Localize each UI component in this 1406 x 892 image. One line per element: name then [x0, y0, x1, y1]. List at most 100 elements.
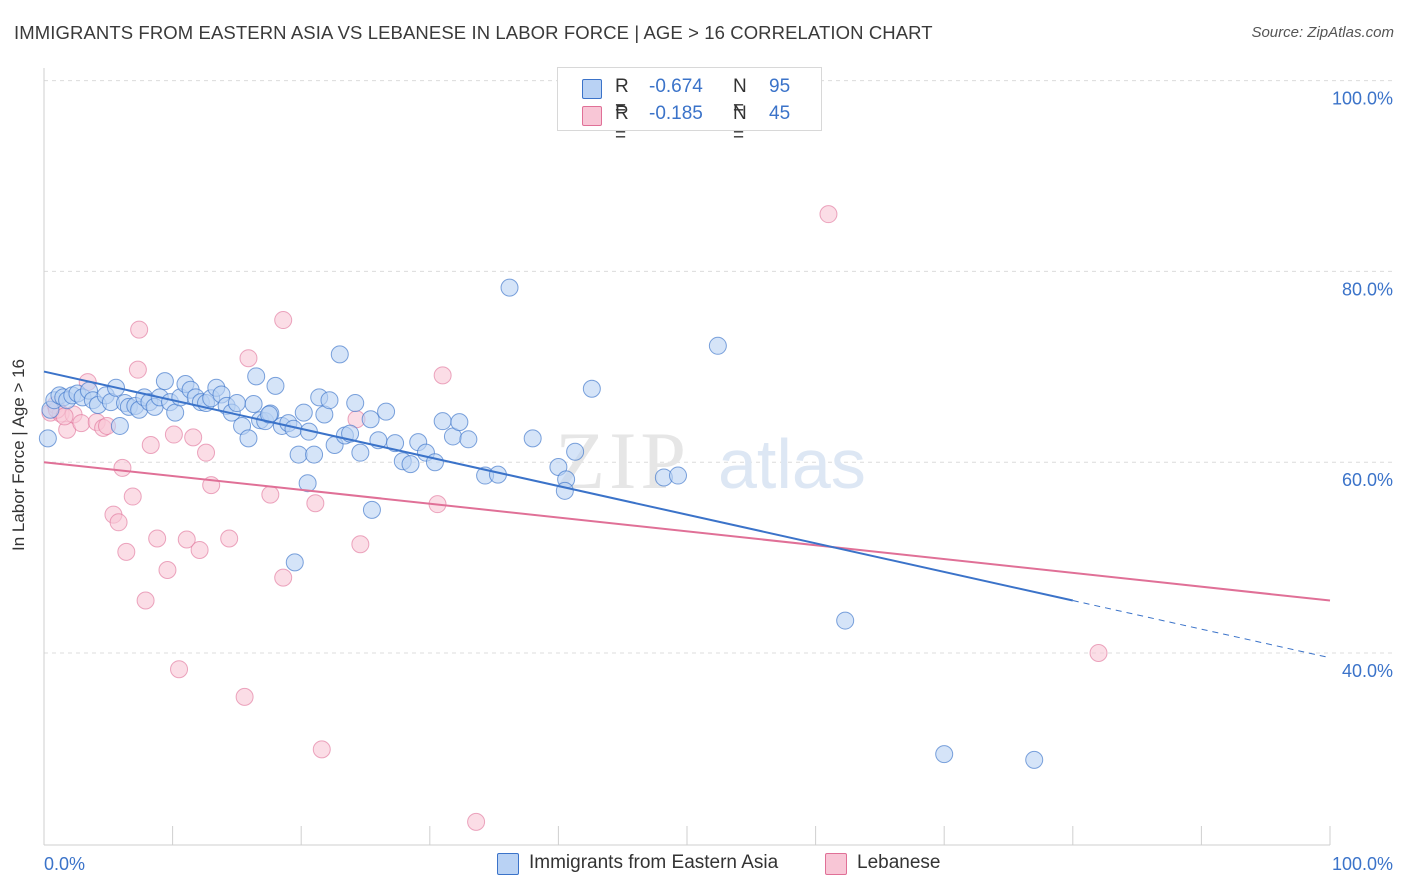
legend-n-label: N =	[733, 76, 747, 119]
eastern-asia-point	[239, 429, 258, 448]
eastern-asia-point	[110, 416, 129, 435]
legend-swatch-blue	[582, 79, 602, 99]
bottom-legend-swatch-blue	[497, 853, 519, 875]
lebanese-point	[113, 458, 132, 477]
eastern-asia-point	[555, 481, 574, 500]
lebanese-point	[177, 530, 196, 549]
eastern-asia-point	[836, 611, 855, 630]
eastern-asia-point	[1025, 750, 1044, 769]
x-tick-label: 100.0%	[1332, 854, 1393, 874]
bottom-legend-swatch-pink	[825, 853, 847, 875]
bottom-legend-label: Immigrants from Eastern Asia	[529, 852, 779, 873]
eastern-asia-point	[566, 442, 585, 461]
eastern-asia-point	[247, 367, 266, 386]
eastern-asia-point	[459, 430, 478, 449]
eastern-asia-trend-extension	[1072, 600, 1331, 659]
eastern-asia-point	[361, 410, 380, 429]
lebanese-point	[261, 485, 280, 504]
legend-swatch-pink	[582, 106, 602, 126]
lebanese-point	[72, 414, 91, 433]
lebanese-point	[158, 561, 177, 580]
eastern-asia-point	[346, 394, 365, 413]
lebanese-point	[220, 529, 239, 548]
lebanese-point	[141, 436, 160, 455]
lebanese-point	[184, 428, 203, 447]
legend-n-label: N =	[733, 103, 747, 146]
lebanese-point	[433, 366, 452, 385]
lebanese-point	[190, 540, 209, 559]
eastern-asia-point	[386, 434, 405, 453]
eastern-asia-trend-line	[43, 370, 1074, 602]
x-tick-label: 0.0%	[44, 854, 85, 874]
lebanese-point	[351, 535, 370, 554]
eastern-asia-point	[401, 455, 420, 474]
legend-r-value: -0.674	[649, 76, 703, 97]
lebanese-point	[819, 205, 838, 224]
lebanese-point	[467, 812, 486, 831]
eastern-asia-point	[450, 413, 469, 432]
legend-r-label: R =	[615, 103, 629, 146]
eastern-asia-point	[266, 376, 285, 395]
eastern-asia-point	[351, 443, 370, 462]
eastern-asia-point	[260, 405, 279, 424]
legend-r-label: R =	[615, 76, 629, 119]
lebanese-point	[197, 443, 216, 462]
eastern-asia-point	[935, 745, 954, 764]
lebanese-points	[41, 205, 1108, 831]
lebanese-point	[117, 542, 136, 561]
eastern-asia-point	[285, 553, 304, 572]
lebanese-trend-line	[43, 461, 1331, 602]
lebanese-point	[306, 494, 325, 513]
tick-labels: 40.0% 60.0% 80.0% 100.0% 0.0% 100.0%	[44, 89, 1393, 874]
lebanese-point	[164, 425, 183, 444]
eastern-asia-point	[38, 429, 57, 448]
bottom-legend-label: Lebanese	[857, 852, 941, 873]
axes	[43, 68, 1331, 846]
y-tick-label: 80.0%	[1342, 279, 1393, 299]
correlation-legend: R = -0.674 N = 95 R = -0.185 N = 45	[557, 67, 822, 146]
y-tick-label: 60.0%	[1342, 470, 1393, 490]
lebanese-point	[128, 360, 147, 379]
eastern-asia-point	[294, 403, 313, 422]
legend-r-value: -0.185	[649, 103, 703, 124]
eastern-asia-point	[330, 345, 349, 364]
lebanese-point	[136, 591, 155, 610]
legend-n-value: 45	[769, 103, 791, 124]
eastern-asia-point	[298, 474, 317, 493]
lebanese-point	[130, 320, 149, 339]
watermark: ZIP atlas	[555, 415, 866, 506]
trend-lines	[43, 370, 1331, 659]
eastern-asia-point	[227, 394, 246, 413]
legend-n-value: 95	[769, 76, 791, 97]
eastern-asia-point	[582, 379, 601, 398]
eastern-asia-point	[433, 412, 452, 431]
lebanese-point	[274, 568, 293, 587]
lebanese-point	[274, 311, 293, 330]
lebanese-point	[1089, 644, 1108, 662]
eastern-asia-point	[523, 429, 542, 448]
y-tick-label: 40.0%	[1342, 661, 1393, 681]
y-tick-label: 100.0%	[1332, 89, 1393, 109]
lebanese-point	[312, 740, 331, 759]
eastern-asia-point	[377, 402, 396, 421]
watermark-atlas: atlas	[718, 425, 866, 503]
eastern-asia-point	[305, 445, 324, 464]
eastern-asia-point	[320, 391, 339, 410]
chart-title: IMMIGRANTS FROM EASTERN ASIA VS LEBANESE…	[14, 22, 933, 43]
eastern-asia-point	[668, 466, 687, 485]
eastern-asia-point	[362, 500, 381, 519]
eastern-asia-point	[708, 336, 727, 355]
eastern-asia-point	[289, 445, 308, 464]
source-label: Source: ZipAtlas.com	[1251, 24, 1394, 41]
lebanese-point	[109, 513, 128, 532]
lebanese-point	[148, 529, 167, 548]
eastern-asia-point	[155, 372, 174, 391]
lebanese-point	[123, 487, 142, 506]
lebanese-point	[239, 349, 258, 368]
eastern-asia-point	[244, 395, 263, 414]
lebanese-point	[170, 660, 189, 679]
eastern-asia-point	[500, 278, 519, 297]
eastern-asia-point	[166, 403, 185, 422]
eastern-asia-points	[38, 278, 1044, 769]
